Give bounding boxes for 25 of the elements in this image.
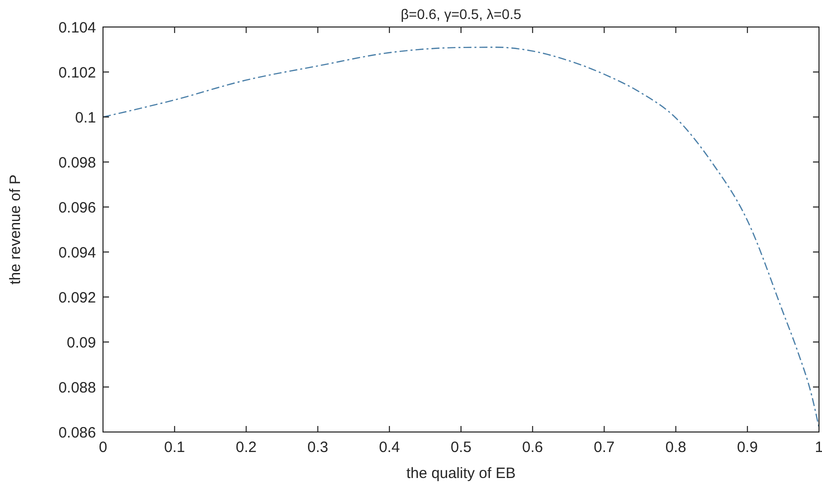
x-tick-label: 0.8 bbox=[665, 439, 686, 456]
y-tick-label: 0.104 bbox=[58, 19, 96, 36]
x-tick-label: 0 bbox=[98, 439, 108, 456]
chart-title: β=0.6, γ=0.5, λ=0.5 bbox=[400, 6, 522, 22]
x-tick-label: 0.1 bbox=[164, 439, 186, 456]
x-tick-label: 0.5 bbox=[450, 439, 472, 456]
y-tick-label: 0.092 bbox=[58, 289, 96, 306]
x-tick-label: 0.7 bbox=[594, 439, 615, 456]
y-tick-label: 0.086 bbox=[58, 424, 96, 442]
x-tick-label: 1 bbox=[814, 439, 822, 456]
y-tick-label: 0.102 bbox=[58, 64, 96, 82]
x-tick-label: 0.4 bbox=[378, 439, 400, 456]
y-tick-label: 0.098 bbox=[58, 154, 96, 172]
x-axis-title: the quality of EB bbox=[406, 465, 516, 482]
y-axis-title: the revenue of P bbox=[7, 174, 24, 285]
y-tick-label: 0.09 bbox=[66, 334, 96, 352]
x-tick-label: 0.6 bbox=[522, 439, 544, 456]
y-tick-label: 0.094 bbox=[58, 244, 96, 262]
x-tick-label: 0.9 bbox=[736, 439, 758, 456]
y-tick-label: 0.088 bbox=[58, 379, 96, 396]
x-tick-label: 0.3 bbox=[307, 439, 328, 456]
y-tick-label: 0.096 bbox=[58, 199, 96, 216]
x-tick-label: 0.2 bbox=[236, 439, 257, 456]
line-series bbox=[102, 46, 820, 428]
y-tick-label: 0.1 bbox=[75, 109, 96, 126]
